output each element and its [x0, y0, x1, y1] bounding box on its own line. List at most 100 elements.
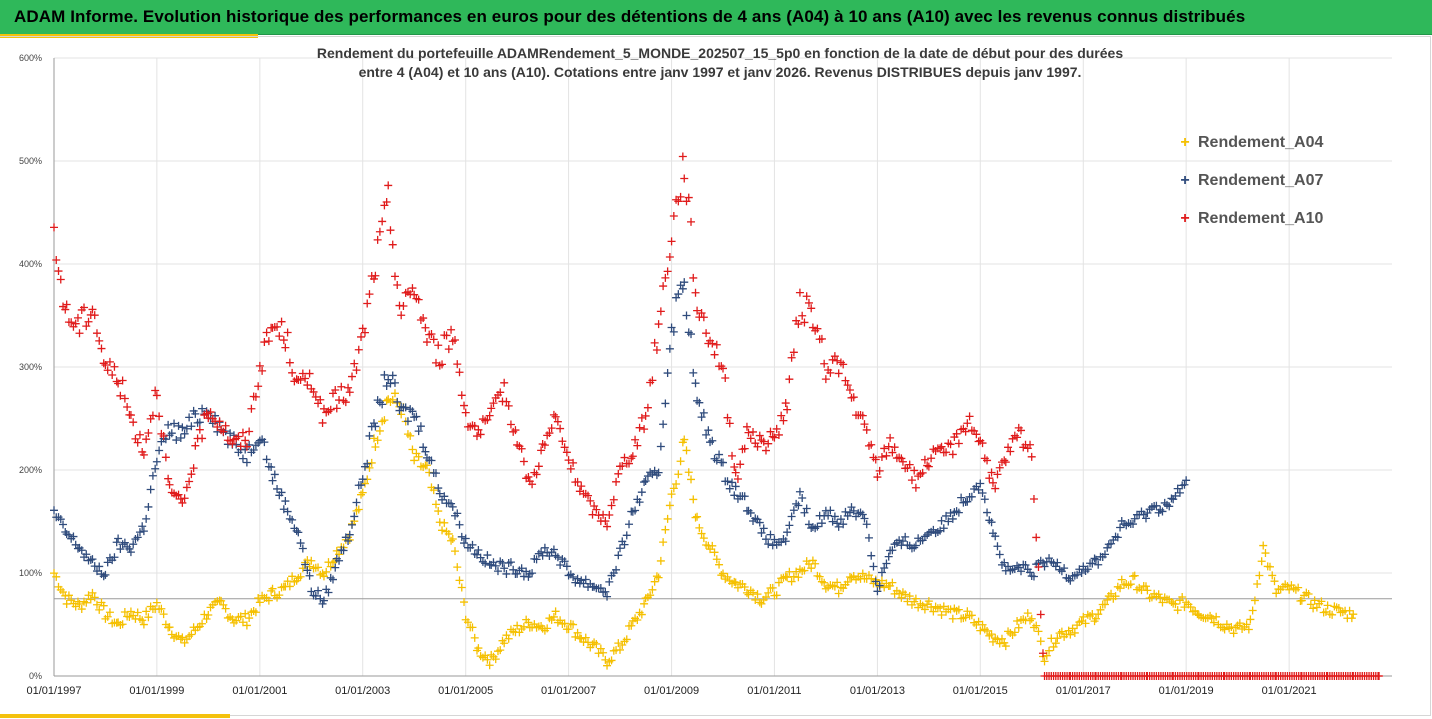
data-point [129, 540, 138, 549]
data-point [360, 479, 369, 488]
x-tick-label: 01/01/2007 [541, 685, 596, 697]
data-point [1180, 480, 1189, 489]
data-point [661, 525, 670, 534]
data-point [56, 515, 65, 524]
data-point [566, 464, 575, 473]
data-point [1242, 620, 1251, 629]
data-point [1029, 494, 1038, 503]
data-point [599, 648, 608, 657]
data-point [538, 551, 547, 560]
data-point [242, 442, 251, 451]
data-point [332, 404, 341, 413]
data-point [155, 412, 164, 421]
data-point [800, 508, 809, 517]
data-point [833, 578, 842, 587]
data-point [1079, 612, 1088, 621]
data-point [410, 456, 419, 465]
data-point [614, 469, 623, 478]
data-point [1004, 443, 1013, 452]
data-point [659, 420, 668, 429]
data-point [618, 461, 627, 470]
data-point [678, 284, 687, 293]
data-point [517, 564, 526, 573]
data-point [1013, 561, 1022, 570]
data-point [607, 501, 616, 510]
data-point [354, 345, 363, 354]
data-point [537, 446, 546, 455]
data-point [699, 534, 708, 543]
data-point [281, 497, 290, 506]
data-point [138, 616, 147, 625]
data-point [659, 538, 668, 547]
data-point [419, 314, 428, 323]
data-point [667, 490, 676, 499]
data-point [448, 502, 457, 511]
x-tick-label: 01/01/2011 [747, 685, 801, 697]
data-point [903, 597, 912, 606]
data-point [609, 495, 618, 504]
data-point [781, 399, 790, 408]
data-point [1272, 589, 1281, 598]
data-point [75, 329, 84, 338]
data-point [719, 458, 727, 467]
data-point [948, 450, 957, 459]
data-point [460, 401, 469, 410]
data-point [414, 427, 423, 436]
data-point [768, 583, 777, 592]
data-point [139, 527, 148, 536]
data-point [830, 352, 839, 361]
data-point [656, 556, 665, 565]
chart-title-line-1: Rendement du portefeuille ADAMRendement_… [316, 45, 1124, 61]
data-point [316, 395, 325, 404]
data-point [476, 553, 485, 562]
data-point [1255, 571, 1264, 580]
data-point [833, 519, 842, 528]
data-point [985, 474, 994, 483]
data-point [1268, 571, 1277, 580]
data-point [1079, 562, 1088, 571]
data-point [303, 381, 312, 390]
data-point [1081, 619, 1090, 628]
data-point [663, 514, 672, 523]
data-point [114, 534, 123, 543]
data-point [524, 472, 533, 481]
data-point [357, 481, 366, 490]
data-point [942, 448, 951, 457]
data-point [251, 392, 260, 401]
data-point [987, 468, 996, 477]
data-point [135, 430, 144, 439]
data-point [59, 520, 68, 529]
data-point [991, 484, 1000, 493]
data-point [238, 428, 247, 437]
data-point [551, 607, 560, 616]
data-point [485, 661, 494, 670]
data-point [339, 546, 348, 555]
data-point [202, 409, 211, 418]
data-point [416, 422, 425, 431]
data-point [625, 459, 634, 468]
data-point [159, 610, 168, 619]
data-point [157, 604, 166, 613]
data-point [1270, 577, 1279, 586]
data-point [71, 319, 80, 328]
data-point [821, 375, 830, 384]
data-point [307, 587, 316, 596]
data-point [468, 623, 477, 632]
data-point [888, 546, 897, 555]
data-point [826, 368, 835, 377]
data-point [1027, 452, 1036, 461]
data-point [687, 217, 696, 226]
data-point [528, 569, 537, 578]
data-point [640, 425, 649, 434]
data-point [470, 422, 479, 431]
data-point [369, 419, 378, 428]
data-point [422, 461, 431, 470]
x-tick-label: 01/01/2021 [1262, 685, 1317, 697]
data-point [867, 574, 876, 583]
series-rendement-a07 [50, 278, 1191, 608]
data-point [665, 344, 674, 353]
data-point [435, 489, 444, 498]
data-point [1334, 604, 1343, 613]
data-point [460, 598, 469, 607]
data-point [401, 403, 410, 412]
